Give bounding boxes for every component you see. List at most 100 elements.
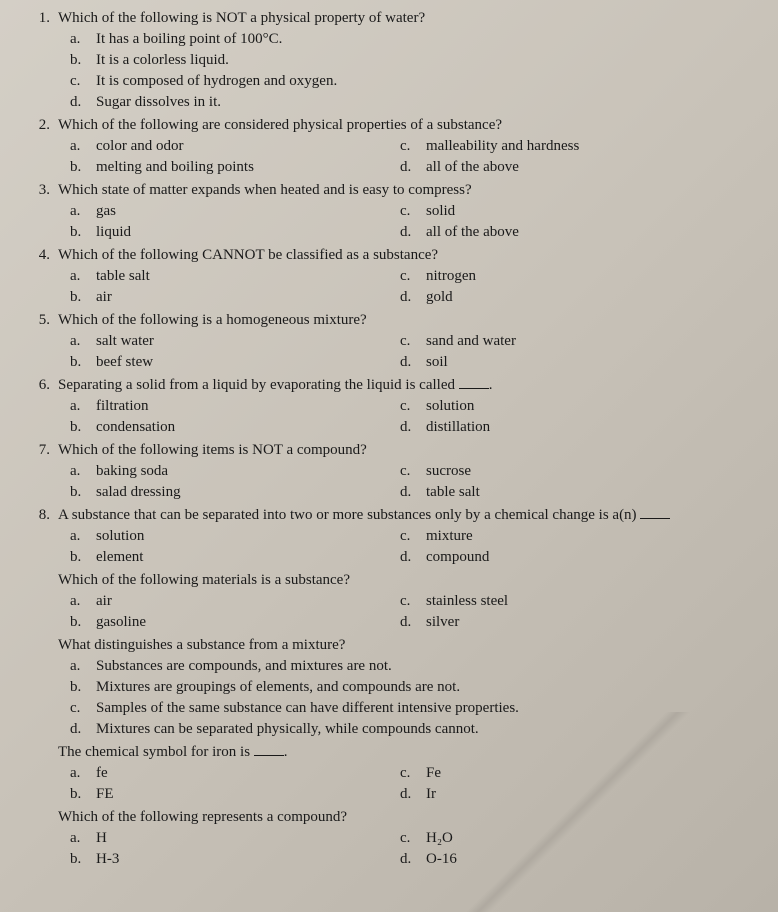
option-letter: a.: [70, 201, 96, 222]
option-letter: b.: [70, 482, 96, 503]
option-c: c.sucrose: [400, 461, 758, 482]
options-left: a.filtrationb.condensation: [70, 396, 400, 438]
option-letter: b.: [70, 287, 96, 308]
option-a: a.air: [70, 591, 400, 612]
option-text: nitrogen: [426, 266, 758, 287]
option-letter: a.: [70, 763, 96, 784]
question-number: 2.: [30, 115, 58, 136]
fill-blank: [640, 518, 670, 519]
option-c: c.Samples of the same substance can have…: [70, 698, 758, 719]
question-3: 3.Which state of matter expands when hea…: [30, 180, 758, 243]
question-number: 7.: [30, 440, 58, 461]
question-8: 8.A substance that can be separated into…: [30, 505, 758, 568]
option-text: sucrose: [426, 461, 758, 482]
option-text: air: [96, 591, 400, 612]
option-text: silver: [426, 612, 758, 633]
question-header: 3.Which state of matter expands when hea…: [30, 180, 758, 201]
option-letter: d.: [400, 157, 426, 178]
option-a: a.Substances are compounds, and mixtures…: [70, 656, 758, 677]
option-text: salad dressing: [96, 482, 400, 503]
option-letter: c.: [400, 136, 426, 157]
question-text: Which of the following represents a comp…: [58, 807, 758, 828]
options-two-column: a.table saltb.airc.nitrogend.gold: [30, 266, 758, 308]
option-c: c.It is composed of hydrogen and oxygen.: [70, 71, 758, 92]
option-letter: c.: [70, 698, 96, 719]
question-9: 9.Which of the following materials is a …: [30, 570, 758, 633]
options-left: a.solutionb.element: [70, 526, 400, 568]
option-text: condensation: [96, 417, 400, 438]
option-d: d.Sugar dissolves in it.: [70, 92, 758, 113]
option-text: soil: [426, 352, 758, 373]
option-letter: b.: [70, 157, 96, 178]
question-12: Which of the following represents a comp…: [30, 807, 758, 870]
option-text: Samples of the same substance can have d…: [96, 698, 758, 719]
options-right: c.Fed.Ir: [400, 763, 758, 805]
option-a: a.solution: [70, 526, 400, 547]
options-list: a.It has a boiling point of 100°C.b.It i…: [30, 29, 758, 113]
fill-blank: [254, 755, 284, 756]
option-text: gas: [96, 201, 400, 222]
question-7: 7.Which of the following items is NOT a …: [30, 440, 758, 503]
options-two-column: a.salt waterb.beef stewc.sand and waterd…: [30, 331, 758, 373]
question-text: Separating a solid from a liquid by evap…: [58, 375, 758, 396]
option-letter: a.: [70, 526, 96, 547]
option-c: c.malleability and hardness: [400, 136, 758, 157]
option-text: sand and water: [426, 331, 758, 352]
option-letter: d.: [400, 612, 426, 633]
option-b: b.It is a colorless liquid.: [70, 50, 758, 71]
question-5: 5.Which of the following is a homogeneou…: [30, 310, 758, 373]
option-a: a.gas: [70, 201, 400, 222]
option-text: liquid: [96, 222, 400, 243]
question-number: 6.: [30, 375, 58, 396]
options-two-column: a.filtrationb.condensationc.solutiond.di…: [30, 396, 758, 438]
question-number: 3.: [30, 180, 58, 201]
option-text: Sugar dissolves in it.: [96, 92, 758, 113]
question-number: 8.: [30, 505, 58, 526]
options-two-column: a.Hb.H-3c.H₂Od.O-16: [30, 828, 758, 870]
option-text: table salt: [426, 482, 758, 503]
option-text: solid: [426, 201, 758, 222]
option-text: It is composed of hydrogen and oxygen.: [96, 71, 758, 92]
option-a: a.H: [70, 828, 400, 849]
option-c: c.solid: [400, 201, 758, 222]
option-text: FE: [96, 784, 400, 805]
option-letter: c.: [400, 266, 426, 287]
option-d: d.compound: [400, 547, 758, 568]
option-text: H: [96, 828, 400, 849]
option-d: d.all of the above: [400, 157, 758, 178]
option-b: b.condensation: [70, 417, 400, 438]
options-two-column: a.baking sodab.salad dressingc.sucrosed.…: [30, 461, 758, 503]
option-a: a.It has a boiling point of 100°C.: [70, 29, 758, 50]
option-d: d.all of the above: [400, 222, 758, 243]
option-letter: a.: [70, 461, 96, 482]
option-d: d.O-16: [400, 849, 758, 870]
question-11: The chemical symbol for iron is .a.feb.F…: [30, 742, 758, 805]
option-text: H₂O: [426, 828, 758, 849]
question-number: 1.: [30, 8, 58, 29]
question-text: Which of the following is NOT a physical…: [58, 8, 758, 29]
option-c: c.H₂O: [400, 828, 758, 849]
option-a: a.color and odor: [70, 136, 400, 157]
option-letter: c.: [400, 763, 426, 784]
option-letter: b.: [70, 677, 96, 698]
option-letter: a.: [70, 828, 96, 849]
option-letter: a.: [70, 656, 96, 677]
option-letter: c.: [400, 461, 426, 482]
question-header: 1.Which of the following is NOT a physic…: [30, 8, 758, 29]
option-d: d.soil: [400, 352, 758, 373]
option-text: Ir: [426, 784, 758, 805]
option-text: mixture: [426, 526, 758, 547]
option-b: b.element: [70, 547, 400, 568]
option-text: filtration: [96, 396, 400, 417]
question-number: 4.: [30, 245, 58, 266]
option-text: compound: [426, 547, 758, 568]
option-letter: d.: [400, 287, 426, 308]
options-list: a.Substances are compounds, and mixtures…: [30, 656, 758, 740]
options-right: c.sucrosed.table salt: [400, 461, 758, 503]
question-text: What distinguishes a substance from a mi…: [58, 635, 758, 656]
option-b: b.air: [70, 287, 400, 308]
option-letter: b.: [70, 612, 96, 633]
question-4: 4.Which of the following CANNOT be class…: [30, 245, 758, 308]
option-d: d.gold: [400, 287, 758, 308]
option-letter: d.: [400, 482, 426, 503]
